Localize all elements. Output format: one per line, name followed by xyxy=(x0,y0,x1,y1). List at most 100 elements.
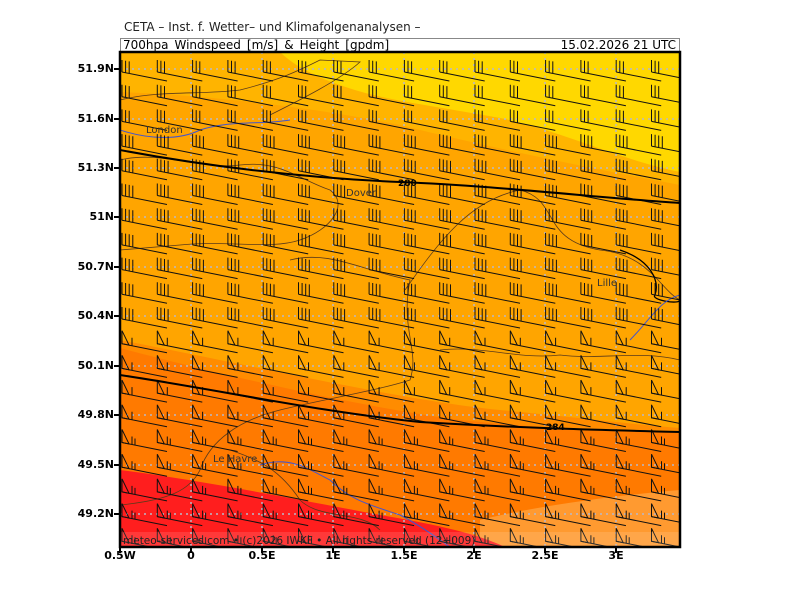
lat-tick-label: 49.8N xyxy=(77,408,114,421)
wind-barb xyxy=(333,453,379,477)
wind-barb xyxy=(545,379,591,403)
wind-barb xyxy=(262,453,309,477)
wind-barb xyxy=(121,158,168,181)
wind-barb xyxy=(439,379,485,403)
wind-barb xyxy=(615,134,662,156)
wind-barb xyxy=(192,60,238,82)
wind-barb xyxy=(439,355,485,378)
wind-barb xyxy=(192,478,238,502)
wind-barb xyxy=(298,282,344,304)
wind-barb xyxy=(156,232,203,255)
wind-barb xyxy=(651,84,680,103)
wind-barb xyxy=(509,355,556,378)
wind-barb xyxy=(298,134,344,156)
wind-barb xyxy=(368,307,415,329)
wind-barb xyxy=(615,478,662,502)
wind-barb xyxy=(651,429,680,449)
wind-barb xyxy=(368,232,415,255)
wind-barb xyxy=(262,429,309,452)
wind-barb xyxy=(368,503,415,527)
wind-barb xyxy=(262,208,309,230)
wind-barb xyxy=(580,478,626,502)
wind-barb xyxy=(580,355,626,378)
wind-barb xyxy=(403,330,450,354)
wind-barb xyxy=(262,404,309,428)
wind-barb xyxy=(615,379,662,403)
wind-barb xyxy=(615,158,662,181)
wind-barb xyxy=(121,330,168,354)
wind-barb xyxy=(227,330,273,354)
wind-barb xyxy=(298,404,344,428)
wind-barb xyxy=(474,379,521,403)
wind-barb xyxy=(333,503,379,527)
wind-barb xyxy=(439,257,485,280)
institute-title: CETA – Inst. f. Wetter– und Klimafolgena… xyxy=(124,20,421,34)
wind-barb xyxy=(545,404,591,428)
wind-barb xyxy=(439,84,485,107)
wind-barb xyxy=(156,307,203,329)
wind-barb xyxy=(651,158,680,178)
wind-barb xyxy=(192,330,238,354)
wind-barb xyxy=(298,183,344,205)
wind-barb xyxy=(545,330,591,354)
wind-barb xyxy=(156,453,203,477)
wind-barb xyxy=(368,134,415,156)
wind-barb xyxy=(580,183,626,205)
wind-barb xyxy=(474,478,521,502)
wind-barb xyxy=(262,330,309,354)
place-le-havre: Le Havre xyxy=(213,454,257,465)
wind-barb xyxy=(227,404,273,428)
wind-barb xyxy=(368,158,415,181)
lon-tick-label: 2.5E xyxy=(531,549,559,562)
wind-barb xyxy=(580,109,626,131)
wind-barb xyxy=(156,355,203,378)
wind-barb xyxy=(651,183,680,202)
wind-barb xyxy=(333,379,379,403)
wind-barb xyxy=(227,208,273,230)
wind-barb xyxy=(227,158,273,181)
wind-barb xyxy=(227,109,273,131)
wind-barb xyxy=(333,429,379,452)
wind-barb xyxy=(368,355,415,378)
wind-barb xyxy=(509,208,556,230)
wind-barb xyxy=(368,429,415,452)
wind-barb xyxy=(121,282,168,304)
wind-barb xyxy=(262,109,309,131)
wind-barb xyxy=(509,257,556,280)
wind-barb xyxy=(333,232,379,255)
wind-barb xyxy=(474,257,521,280)
wind-barb xyxy=(509,232,556,255)
wind-barb xyxy=(509,109,556,131)
wind-barb xyxy=(192,453,238,477)
wind-barb xyxy=(545,307,591,329)
wind-barb xyxy=(615,208,662,230)
wind-barb xyxy=(298,429,344,452)
wind-barb xyxy=(298,379,344,403)
lon-tick-label: 2E xyxy=(466,549,482,562)
wind-barb xyxy=(509,330,556,354)
map-frame xyxy=(118,50,682,549)
wind-barb xyxy=(298,503,344,527)
wind-barb xyxy=(121,453,168,477)
wind-barb xyxy=(192,134,238,156)
wind-barb xyxy=(227,429,273,452)
wind-barb xyxy=(651,257,680,276)
lon-tick-label: 1.5E xyxy=(390,549,418,562)
wind-barb xyxy=(474,134,521,156)
wind-barb xyxy=(615,60,662,82)
wind-barb xyxy=(615,232,662,255)
wind-barb xyxy=(368,282,415,304)
wind-barb xyxy=(121,355,168,378)
wind-barb xyxy=(192,183,238,205)
wind-barb xyxy=(262,84,309,107)
wind-barb xyxy=(333,134,379,156)
wind-barb xyxy=(333,109,379,131)
wind-barb xyxy=(651,134,680,153)
wind-barb xyxy=(227,478,273,502)
wind-barb xyxy=(368,404,415,428)
wind-barb xyxy=(615,355,662,378)
wind-barb xyxy=(474,84,521,107)
wind-barb xyxy=(333,183,379,205)
lat-tick-label: 49.2N xyxy=(77,507,114,520)
wind-barb xyxy=(333,60,379,82)
